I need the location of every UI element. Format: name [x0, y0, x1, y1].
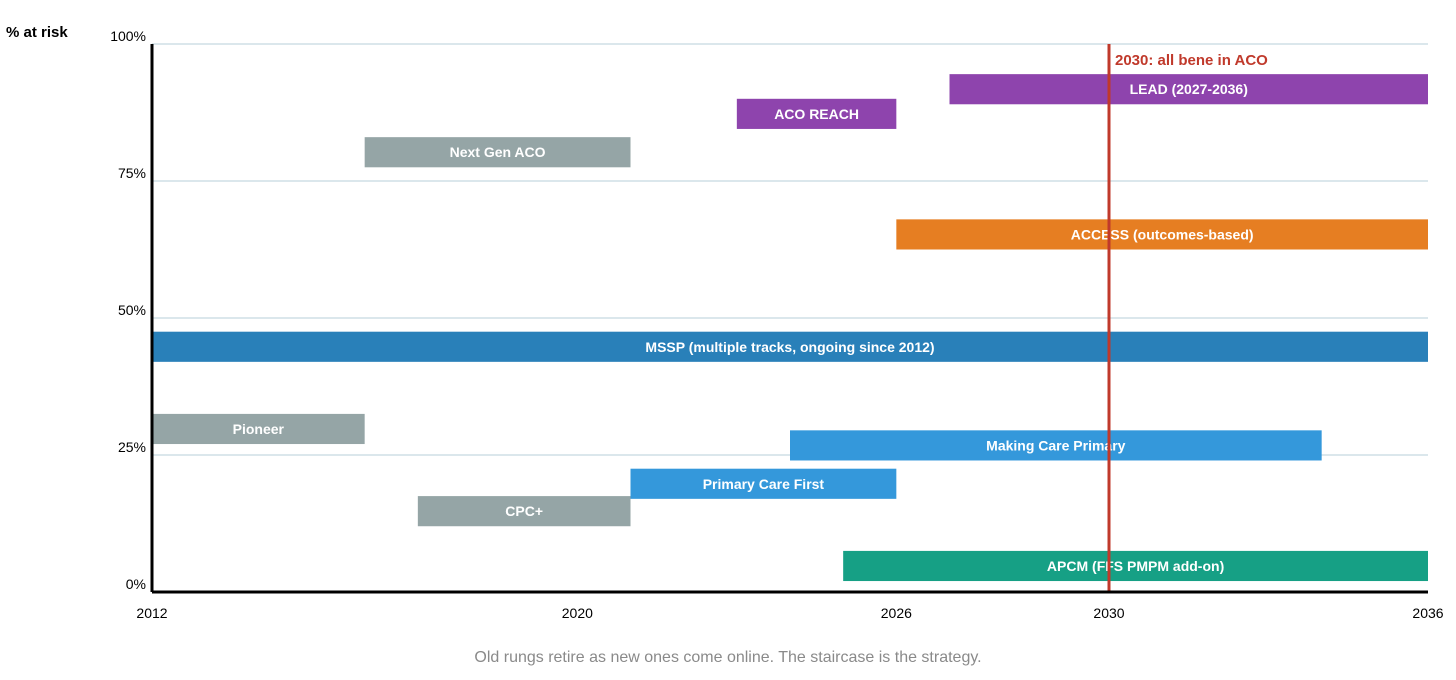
bar-label-pioneer: Pioneer — [233, 421, 285, 437]
y-tick-25: 25% — [118, 439, 146, 455]
x-tick-2030: 2030 — [1093, 605, 1124, 621]
bar-lead-2027-2036 — [949, 74, 1428, 105]
bar-making-care-primary — [790, 430, 1322, 461]
bar-mssp-multiple-tracks-ongoing-since-2012 — [152, 331, 1428, 362]
bar-label-making-care-primary: Making Care Primary — [986, 437, 1125, 453]
y-axis-label: % at risk — [6, 24, 68, 41]
bar-label-aco-reach: ACO REACH — [774, 106, 859, 122]
bar-aco-reach — [736, 98, 897, 129]
x-tick-2036: 2036 — [1412, 605, 1443, 621]
axes — [150, 44, 1428, 594]
annotations: 2030: all bene in ACO — [1107, 44, 1268, 592]
vline-label-2030: 2030: all bene in ACO — [1115, 52, 1268, 69]
y-tick-0: 0% — [126, 576, 146, 592]
bar-label-access-outcomes-based: ACCESS (outcomes-based) — [1071, 226, 1254, 242]
bar-label-mssp-multiple-tracks-ongoing-since-2012: MSSP (multiple tracks, ongoing since 201… — [645, 339, 934, 355]
bars: LEAD (2027-2036) ACO REACH Next Gen ACO ACC… — [152, 74, 1428, 582]
bar-access-outcomes-based — [896, 219, 1428, 250]
x-tick-2020: 2020 — [562, 605, 593, 621]
bar-primary-care-first — [630, 468, 897, 499]
x-tick-2026: 2026 — [881, 605, 912, 621]
bar-label-primary-care-first: Primary Care First — [703, 476, 825, 492]
x-tick-2012: 2012 — [136, 605, 167, 621]
y-tick-50: 50% — [118, 302, 146, 318]
bar-apcm-ffs-pmpm-add-on — [843, 550, 1428, 582]
chart-caption: Old rungs retire as new ones come online… — [474, 649, 982, 666]
y-tick-labels: 0% 25% 50% 75% 100% — [110, 28, 146, 592]
bar-next-gen-aco — [364, 137, 631, 168]
x-tick-labels: 2012 2020 2026 2030 2036 — [136, 605, 1443, 621]
bar-pioneer — [152, 413, 365, 445]
y-tick-75: 75% — [118, 165, 146, 181]
bar-label-cpc: CPC+ — [505, 503, 543, 519]
bar-label-next-gen-aco: Next Gen ACO — [450, 144, 546, 160]
bar-cpc — [417, 496, 631, 527]
timeline-chart: % at risk LEAD (2027-2036) ACO REACH Next … — [6, 24, 1444, 621]
bar-label-lead-2027-2036: LEAD (2027-2036) — [1130, 81, 1248, 97]
bar-label-apcm-ffs-pmpm-add-on: APCM (FFS PMPM add-on) — [1047, 558, 1224, 574]
y-tick-100: 100% — [110, 28, 146, 44]
